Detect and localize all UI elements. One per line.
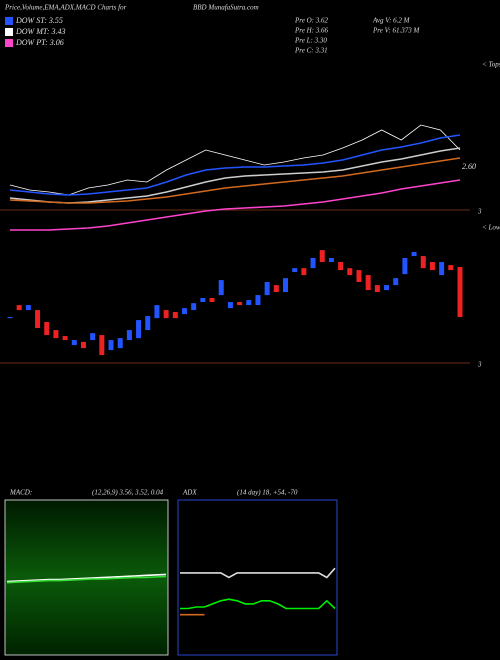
- candle-body: [154, 305, 160, 319]
- lows-label: < Lows: [482, 224, 500, 232]
- candle-body: [25, 305, 31, 311]
- candle-body: [209, 297, 215, 303]
- candle-body: [292, 268, 298, 273]
- candle-body: [44, 322, 50, 336]
- candle-body: [411, 252, 417, 257]
- candle-body: [35, 310, 41, 328]
- candle-body: [145, 316, 151, 331]
- adx-subtitle: (14 day) 18, +54, -70: [237, 489, 298, 497]
- candle-body: [420, 256, 426, 269]
- axis-label: 3: [477, 208, 482, 216]
- legend-text: DOW PT: 3.06: [15, 38, 64, 47]
- candle-body: [99, 335, 105, 356]
- candle-body: [255, 295, 261, 306]
- series-line: [180, 567, 336, 579]
- prev-high: Pre H: 3.66: [294, 27, 328, 35]
- candle-body: [264, 282, 270, 296]
- adx-panel: [177, 499, 338, 656]
- candle-body: [126, 330, 132, 341]
- legend-swatch: [5, 17, 13, 25]
- candle-body: [200, 297, 206, 303]
- macd-title: MACD:: [9, 489, 32, 497]
- candle-body: [310, 257, 316, 269]
- candle-body: [301, 268, 307, 276]
- adx-title: ADX: [182, 489, 197, 497]
- series-line: [6, 575, 167, 584]
- candle-body: [384, 285, 390, 291]
- series-line: [6, 573, 167, 583]
- prev-low: Pre L: 3.30: [294, 37, 327, 45]
- candle-body: [237, 302, 243, 306]
- candle-body: [117, 338, 123, 349]
- candle-body: [457, 267, 463, 318]
- page-title: Price,Volume,EMA,ADX,MACD Charts for: [4, 4, 127, 12]
- candle-body: [218, 280, 224, 296]
- candle-body: [172, 312, 178, 319]
- candle-body: [328, 257, 334, 263]
- series-line: [9, 157, 461, 204]
- axis-label: 3: [477, 361, 482, 369]
- candle-body: [163, 310, 169, 319]
- candle-body: [393, 278, 399, 286]
- candle-body: [191, 303, 197, 311]
- pink-label: 2.60: [462, 162, 476, 171]
- candle-body: [62, 336, 68, 341]
- candle-body: [227, 302, 233, 309]
- series-line: [9, 147, 461, 204]
- candle-body: [283, 278, 289, 293]
- candle-body: [429, 262, 435, 271]
- candle-body: [439, 262, 445, 276]
- candle-body: [338, 262, 344, 271]
- candle-body: [319, 250, 325, 263]
- series-line: [10, 179, 461, 231]
- candle-body: [53, 330, 59, 339]
- candle-body: [402, 257, 408, 275]
- candle-body: [80, 342, 86, 349]
- candle-body: [71, 340, 77, 346]
- prev-open: Pre O: 3.62: [294, 17, 328, 25]
- legend-text: DOW MT: 3.43: [15, 27, 66, 36]
- candle-body: [365, 275, 371, 291]
- candle-body: [448, 265, 454, 271]
- candle-body: [246, 300, 252, 306]
- candle-body: [16, 305, 22, 311]
- candle-body: [356, 270, 362, 283]
- prev-close: Pre C: 3.31: [294, 47, 328, 55]
- candle-body: [90, 333, 96, 341]
- series-line: [9, 134, 461, 196]
- candle-body: [108, 340, 114, 351]
- candle-body: [7, 317, 13, 319]
- tops-label: < Tops: [482, 61, 500, 69]
- candle-body: [181, 308, 187, 315]
- candle-body: [136, 320, 142, 339]
- site-name: BBD MunafaSutra.com: [193, 4, 259, 12]
- macd-subtitle: (12,26,9) 3.56, 3.52, 0.04: [92, 489, 164, 497]
- avg-volume: Avg V: 6.2 M: [372, 17, 411, 25]
- candle-body: [347, 268, 353, 276]
- candle-body: [374, 285, 380, 293]
- series-line: [9, 124, 461, 196]
- candle-body: [273, 285, 279, 293]
- legend-swatch: [5, 28, 13, 36]
- legend-text: DOW ST: 3.55: [15, 16, 63, 25]
- legend-swatch: [5, 39, 13, 47]
- series-line: [180, 598, 336, 610]
- prev-volume: Pre V: 61.373 M: [372, 27, 420, 35]
